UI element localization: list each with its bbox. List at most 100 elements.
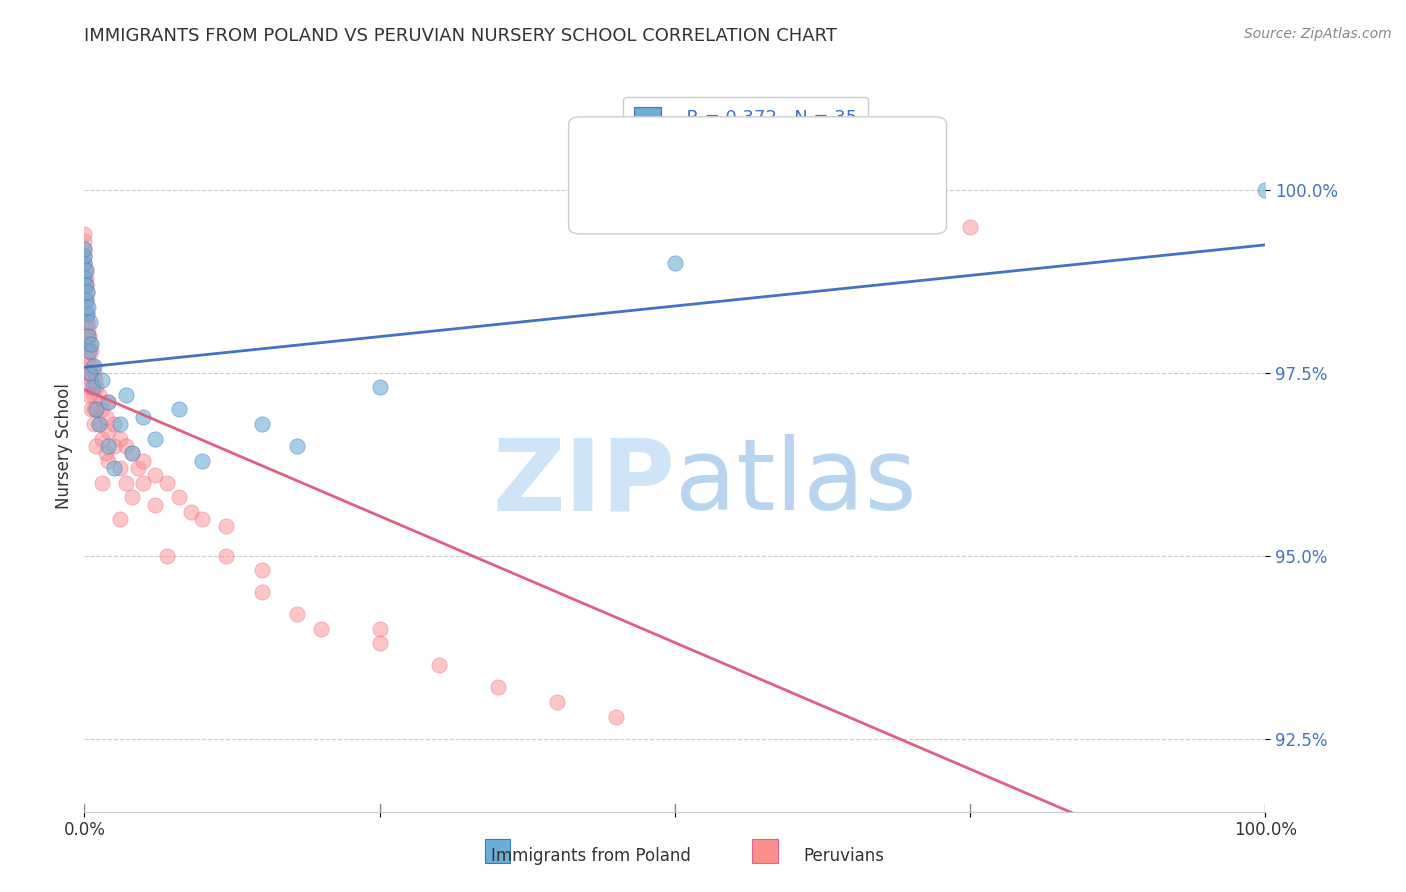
Point [75, 300, 97, 314]
Point [73, 249, 96, 263]
Point [143, 468, 166, 483]
Point [1254, 183, 1277, 197]
Point [87, 417, 110, 431]
Point [73, 263, 96, 277]
Point [84, 402, 107, 417]
Point [97, 395, 120, 409]
Point [94, 409, 117, 424]
Point [75, 315, 97, 329]
Point [75, 263, 97, 277]
Point [156, 475, 179, 490]
Text: atlas: atlas [675, 434, 917, 531]
Point [114, 475, 136, 490]
Point [75, 293, 97, 307]
Point [79, 366, 101, 380]
Point [77, 359, 100, 373]
Point [80, 373, 103, 387]
Point [103, 461, 125, 475]
Text: IMMIGRANTS FROM POLAND VS PERUVIAN NURSERY SCHOOL CORRELATION CHART: IMMIGRANTS FROM POLAND VS PERUVIAN NURSE… [84, 27, 838, 45]
Point [80, 402, 103, 417]
Point [132, 409, 155, 424]
Point [250, 585, 273, 599]
Point [309, 622, 332, 636]
FancyBboxPatch shape [568, 117, 946, 234]
Point [77, 322, 100, 336]
Point [77, 336, 100, 351]
Point [91, 432, 114, 446]
Point [143, 432, 166, 446]
Point [121, 446, 143, 460]
Point [427, 658, 450, 673]
Point [108, 432, 131, 446]
Point [82, 359, 104, 373]
Point [121, 446, 143, 460]
Point [167, 402, 190, 417]
Point [83, 359, 105, 373]
Legend:   R = 0.372   N = 35,   R = 0.394   N = 86: R = 0.372 N = 35, R = 0.394 N = 86 [623, 96, 869, 164]
Point [80, 336, 103, 351]
Point [215, 549, 238, 563]
Point [75, 270, 97, 285]
Point [87, 388, 110, 402]
Text: Peruvians: Peruvians [803, 847, 884, 865]
Text: ZIP: ZIP [492, 434, 675, 531]
Point [76, 285, 98, 300]
Point [664, 256, 686, 270]
Point [84, 380, 107, 394]
Point [97, 425, 120, 439]
Point [250, 563, 273, 577]
Point [97, 439, 120, 453]
Point [103, 439, 125, 453]
Point [75, 293, 97, 307]
Point [73, 234, 96, 248]
Point [91, 402, 114, 417]
Point [82, 388, 104, 402]
Point [250, 417, 273, 431]
Point [79, 336, 101, 351]
Point [73, 227, 96, 241]
Point [76, 307, 98, 321]
Point [84, 402, 107, 417]
Point [73, 285, 96, 300]
Point [368, 622, 391, 636]
Point [143, 498, 166, 512]
Point [108, 417, 131, 431]
Point [285, 607, 308, 622]
Point [77, 366, 100, 380]
Text: Source: ZipAtlas.com: Source: ZipAtlas.com [1244, 27, 1392, 41]
Point [83, 366, 105, 380]
Point [75, 278, 97, 293]
Point [77, 329, 100, 343]
Point [167, 490, 190, 504]
Point [76, 285, 98, 300]
Point [127, 461, 149, 475]
Point [73, 242, 96, 256]
Point [132, 453, 155, 467]
Point [77, 388, 100, 402]
Point [75, 278, 97, 293]
Point [75, 263, 97, 277]
Point [191, 512, 214, 526]
Point [83, 402, 105, 417]
Point [73, 270, 96, 285]
Point [77, 351, 100, 366]
Point [108, 512, 131, 526]
Point [76, 343, 98, 358]
Point [285, 439, 308, 453]
Point [77, 343, 100, 358]
Point [191, 453, 214, 467]
Point [368, 380, 391, 394]
Point [73, 242, 96, 256]
Point [91, 475, 114, 490]
Point [121, 490, 143, 504]
Point [79, 366, 101, 380]
Point [73, 256, 96, 270]
Point [108, 461, 131, 475]
Point [83, 417, 105, 431]
Point [73, 256, 96, 270]
Point [84, 439, 107, 453]
Point [114, 388, 136, 402]
Point [103, 417, 125, 431]
Text: Immigrants from Poland: Immigrants from Poland [491, 847, 690, 865]
Point [132, 475, 155, 490]
